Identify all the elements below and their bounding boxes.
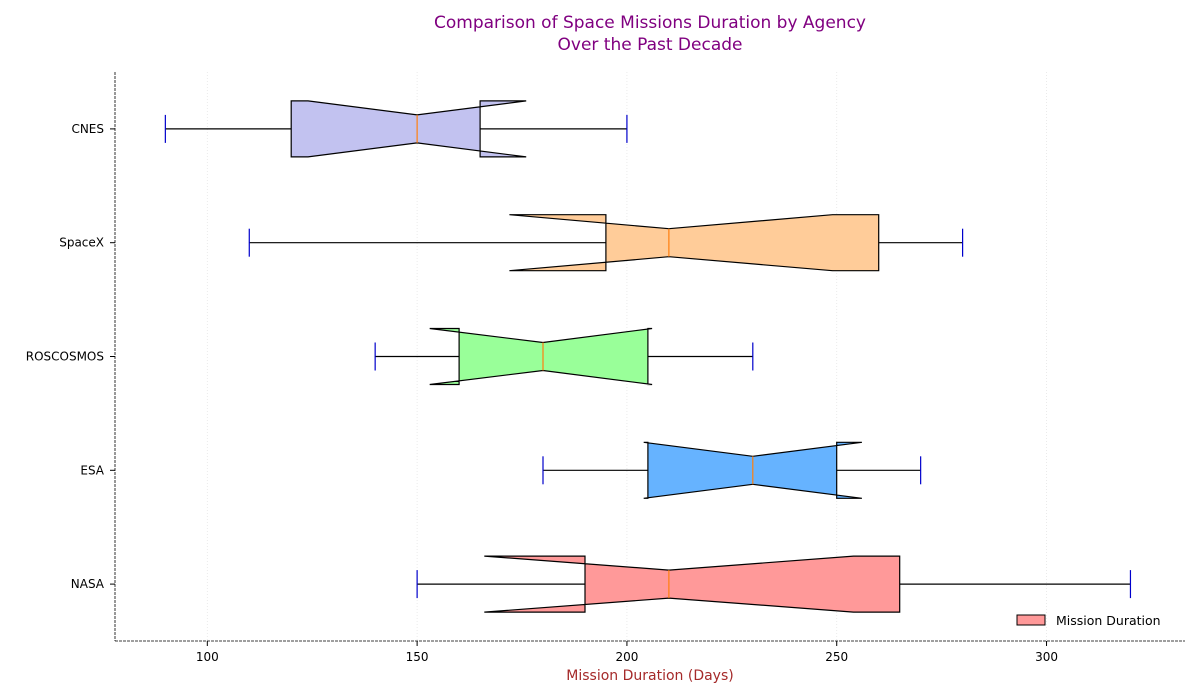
x-tick-label: 100 <box>196 650 219 664</box>
y-tick-label: SpaceX <box>59 236 104 250</box>
chart-title: Comparison of Space Missions Duration by… <box>433 13 866 55</box>
box-cnes <box>164 100 628 158</box>
x-axis-label: Mission Duration (Days) <box>566 668 734 684</box>
box-spacex <box>248 214 964 272</box>
legend-label: Mission Duration <box>1056 613 1161 628</box>
x-tick-label: 200 <box>615 650 638 664</box>
box-body <box>509 214 880 272</box>
y-tick-label: NASA <box>71 577 105 591</box>
x-tick-label: 250 <box>825 650 848 664</box>
box-esa <box>542 441 922 499</box>
legend: Mission Duration <box>1016 613 1161 628</box>
box-body <box>484 555 901 613</box>
y-tick-label: ROSCOSMOS <box>26 350 104 364</box>
box-body <box>429 327 653 386</box>
box-nasa <box>416 555 1132 613</box>
y-tick-label: ESA <box>80 463 104 477</box>
axes-layer: 100 150 200 250 300 NASA ESA ROSCOSMOS SpaceX CNE… <box>26 72 1185 664</box>
x-tick-label: 300 <box>1035 650 1058 664</box>
x-tick-label: 150 <box>406 650 429 664</box>
box-roscosmos <box>374 327 754 386</box>
y-tick-label: CNES <box>71 122 104 136</box>
legend-swatch <box>1016 614 1046 626</box>
box-body <box>290 100 527 158</box>
grid-layer <box>206 72 1047 641</box>
boxes-layer <box>164 100 1132 613</box>
